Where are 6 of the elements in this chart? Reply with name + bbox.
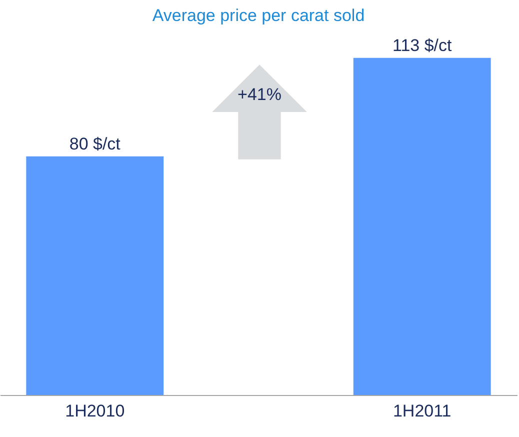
chart-title: Average price per carat sold (152, 6, 365, 25)
data-label: 113 $/ct (392, 36, 452, 55)
data-label: 80 $/ct (69, 134, 121, 154)
x-tick-label: 1H2011 (392, 402, 452, 420)
annotation: +41% (238, 85, 282, 104)
x-tick-label: 1H2010 (65, 402, 125, 420)
